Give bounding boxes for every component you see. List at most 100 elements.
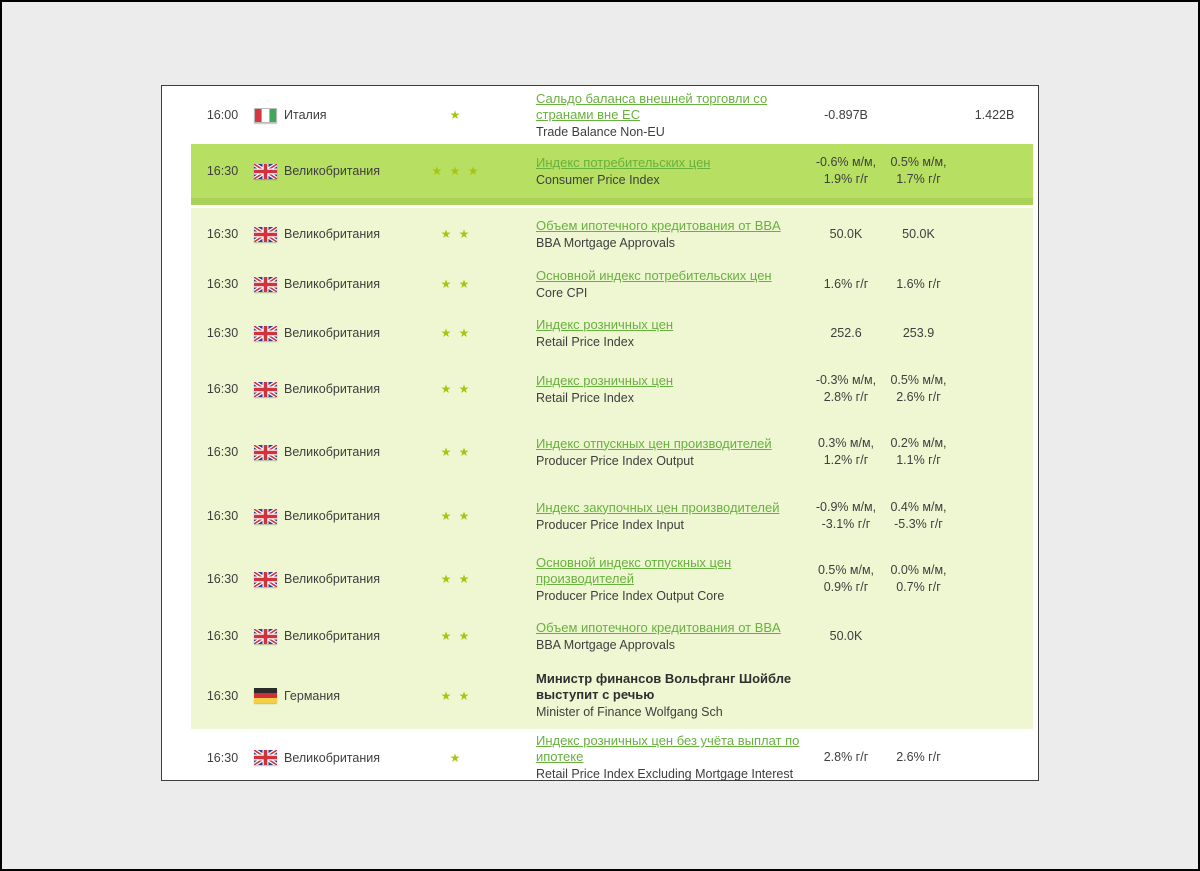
country-flag-icon <box>254 508 277 524</box>
event-time: 16:30 <box>206 382 239 396</box>
fact-value: -0.6% м/м, 1.9% г/г <box>815 155 877 186</box>
event-subtitle: Retail Price Index <box>536 390 634 405</box>
event-subtitle: Consumer Price Index <box>536 172 660 187</box>
country-name: Великобритания <box>284 164 380 178</box>
country-name: Великобритания <box>284 227 380 241</box>
country-cell: Великобритания <box>254 381 421 397</box>
country-flag-icon <box>254 381 277 397</box>
country-cell: Великобритания <box>254 276 421 292</box>
country-flag-icon <box>254 163 277 179</box>
country-cell: Великобритания <box>254 628 421 644</box>
forecast-value: 0.4% м/м, -5.3% г/г <box>890 500 947 531</box>
forecast-value: 1.6% г/г <box>896 276 941 291</box>
event-link[interactable]: Индекс потребительских цен <box>536 154 711 170</box>
event-cell: Объем ипотечного кредитования от BBA BBA… <box>536 214 801 255</box>
event-subtitle: Producer Price Index Output <box>536 453 694 468</box>
calendar-row: 16:30 Великобритания ★ ★ Основной индекс… <box>191 548 1033 610</box>
event-link[interactable]: Основной индекс отпускных цен производит… <box>536 554 732 586</box>
country-cell: Великобритания <box>254 325 421 341</box>
country-flag-icon <box>254 444 277 460</box>
event-link[interactable]: Объем ипотечного кредитования от BBA <box>536 217 781 233</box>
event-link[interactable]: Индекс закупочных цен производителей <box>536 499 780 515</box>
calendar-row: 16:30 Великобритания ★ ★ Объем ипотечног… <box>191 208 1033 260</box>
event-cell: Индекс закупочных цен производителей Pro… <box>536 496 801 537</box>
fact-value: -0.897B <box>824 107 868 122</box>
fact-value: -0.3% м/м, 2.8% г/г <box>815 373 877 404</box>
fact-value: -0.9% м/м, -3.1% г/г <box>815 500 877 531</box>
country-name: Великобритания <box>284 445 380 459</box>
country-name: Великобритания <box>284 572 380 586</box>
country-cell: Великобритания <box>254 163 421 179</box>
event-cell: Индекс розничных цен без учёта выплат по… <box>536 729 801 780</box>
fact-value: 50.0K <box>829 226 863 241</box>
event-subtitle: BBA Mortgage Approvals <box>536 235 675 250</box>
event-cell: Индекс розничных цен Retail Price Index <box>536 313 801 354</box>
country-flag-icon <box>254 107 277 123</box>
previous-value: 1.422B <box>974 107 1015 122</box>
forecast-value: 0.2% м/м, 1.1% г/г <box>890 436 947 467</box>
event-link[interactable]: Индекс отпускных цен производителей <box>536 435 772 451</box>
event-time: 16:30 <box>206 164 239 178</box>
event-cell: Индекс розничных цен Retail Price Index <box>536 369 801 410</box>
country-name: Италия <box>284 108 327 122</box>
event-title: Министр финансов Вольфганг Шойбле выступ… <box>536 671 792 702</box>
calendar-panel: 16:00 Италия ★ Сальдо баланса внешней то… <box>161 85 1039 781</box>
country-flag-icon <box>254 628 277 644</box>
event-link[interactable]: Объем ипотечного кредитования от BBA <box>536 619 781 635</box>
country-flag-icon <box>254 688 277 703</box>
country-name: Великобритания <box>284 277 380 291</box>
event-time: 16:30 <box>206 629 239 643</box>
event-link[interactable]: Сальдо баланса внешней торговли со стран… <box>536 90 768 122</box>
event-link[interactable]: Основной индекс потребительских цен <box>536 267 772 283</box>
country-name: Великобритания <box>284 382 380 396</box>
importance-stars-icon: ★ ★ <box>440 227 472 241</box>
fact-value: 0.5% м/м, 0.9% г/г <box>817 563 875 594</box>
country-cell: Великобритания <box>254 444 421 460</box>
calendar-row: 16:30 Великобритания ★ Индекс розничных … <box>191 729 1033 780</box>
event-cell: Основной индекс отпускных цен производит… <box>536 551 801 608</box>
event-subtitle: Minister of Finance Wolfgang Sch <box>536 705 723 719</box>
country-flag-icon <box>254 750 277 765</box>
country-cell: Великобритания <box>254 226 421 242</box>
event-link[interactable]: Индекс розничных цен без учёта выплат по… <box>536 733 800 764</box>
event-subtitle: BBA Mortgage Approvals <box>536 637 675 652</box>
importance-stars-icon: ★ ★ <box>440 382 472 396</box>
event-subtitle: Retail Price Index <box>536 334 634 349</box>
calendar-row: 16:30 Великобритания ★ ★ Индекс отпускны… <box>191 420 1033 484</box>
event-time: 16:00 <box>206 108 239 122</box>
forecast-value: 253.9 <box>902 325 935 340</box>
importance-stars-icon: ★ ★ <box>440 326 472 340</box>
country-name: Великобритания <box>284 509 380 523</box>
event-subtitle: Trade Balance Non-EU <box>536 124 665 139</box>
fact-value: 252.6 <box>830 325 862 340</box>
importance-stars-icon: ★ ★ ★ <box>431 164 481 178</box>
event-cell: Основной индекс потребительских цен Core… <box>536 264 801 305</box>
fact-value: 50.0K <box>829 628 863 643</box>
country-cell: Италия <box>254 107 421 123</box>
calendar-rows: 16:00 Италия ★ Сальдо баланса внешней то… <box>162 86 1038 780</box>
calendar-row: 16:30 Германия ★ ★ Министр финансов Воль… <box>191 662 1033 729</box>
event-time: 16:30 <box>206 509 239 523</box>
event-time: 16:30 <box>206 572 239 586</box>
calendar-row: 16:30 Великобритания ★ ★ Индекс розничны… <box>191 308 1033 358</box>
calendar-row: 16:30 Великобритания ★ ★ Индекс закупочн… <box>191 484 1033 548</box>
country-cell: Великобритания <box>254 750 421 765</box>
country-name: Великобритания <box>284 326 380 340</box>
importance-stars-icon: ★ ★ <box>440 688 472 703</box>
calendar-row: 16:30 Великобритания ★ ★ Основной индекс… <box>191 260 1033 308</box>
country-name: Великобритания <box>284 629 380 643</box>
forecast-value: 50.0K <box>902 226 935 241</box>
event-link[interactable]: Индекс розничных цен <box>536 372 674 388</box>
event-cell: Сальдо баланса внешней торговли со стран… <box>536 87 801 144</box>
event-cell: Индекс потребительских цен Consumer Pric… <box>536 151 801 192</box>
event-time: 16:30 <box>206 445 239 459</box>
country-flag-icon <box>254 325 277 341</box>
importance-stars-icon: ★ ★ <box>440 277 472 291</box>
forecast-value: 0.5% м/м, 1.7% г/г <box>890 155 947 186</box>
event-subtitle: Producer Price Index Output Core <box>536 588 725 603</box>
fact-value: 1.6% г/г <box>823 276 869 291</box>
forecast-value: 0.5% м/м, 2.6% г/г <box>890 373 947 404</box>
importance-stars-icon: ★ <box>449 750 463 765</box>
event-link[interactable]: Индекс розничных цен <box>536 316 674 332</box>
